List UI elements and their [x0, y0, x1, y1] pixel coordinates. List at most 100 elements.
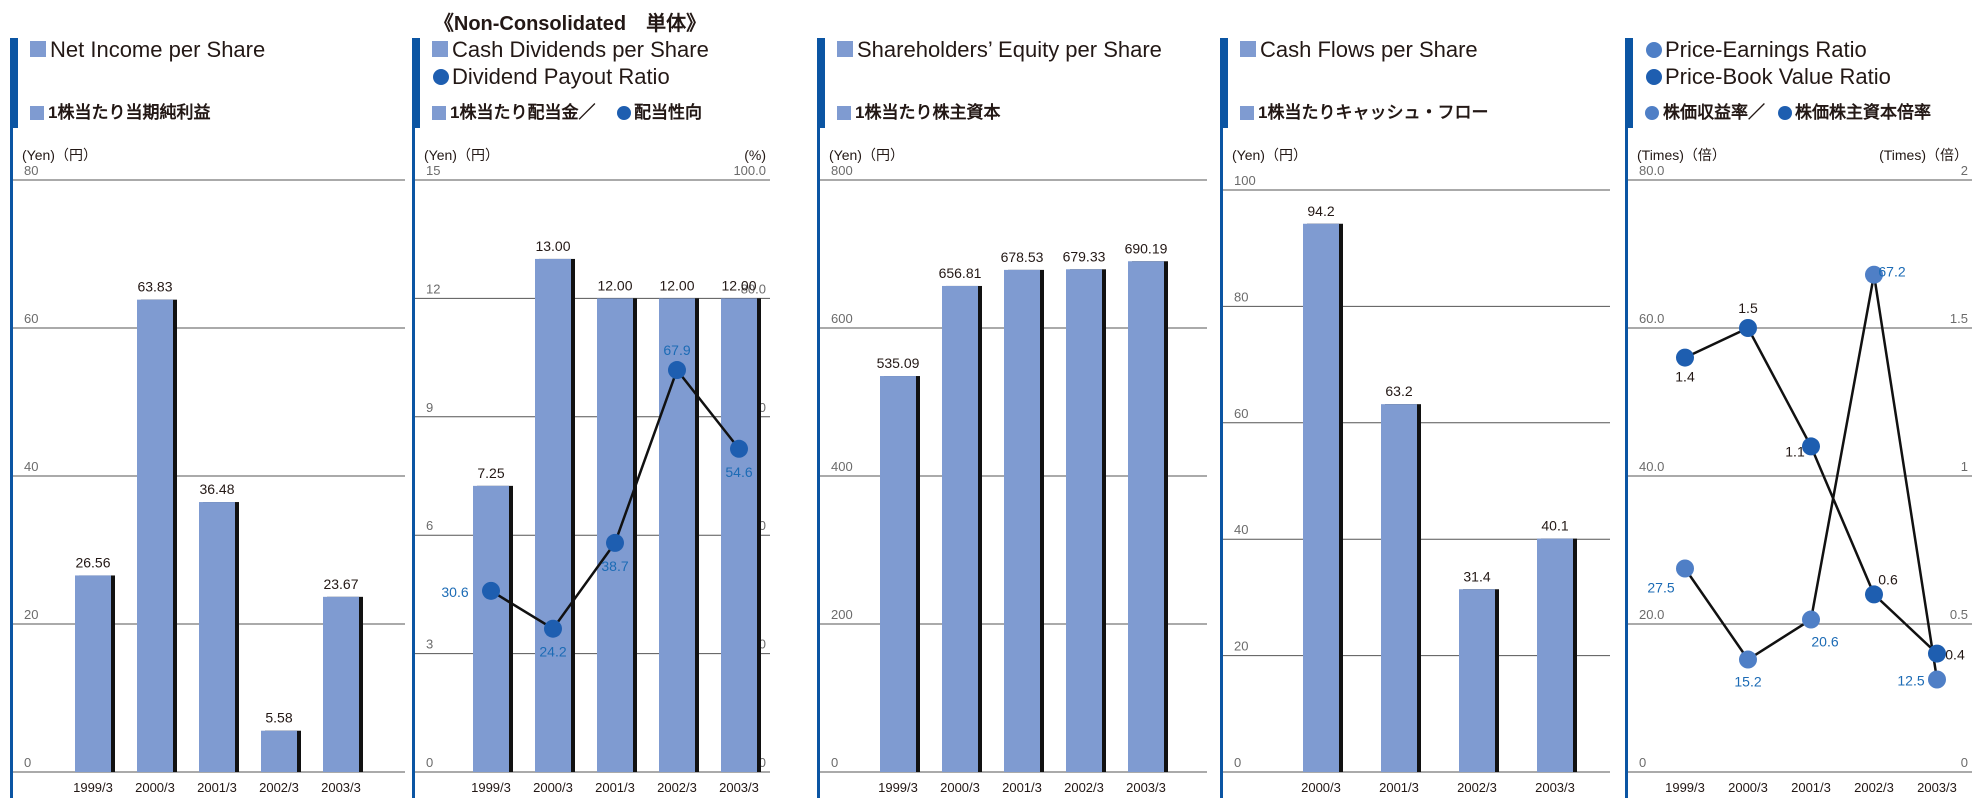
- x-tick-label: 2003/3: [719, 780, 759, 795]
- y-tick-label: 9: [426, 400, 433, 415]
- x-tick-label: 2001/3: [197, 780, 237, 795]
- pbr-point: [1928, 644, 1946, 663]
- y-tick-label: 40: [1234, 522, 1248, 537]
- y-tick-label: 6: [426, 518, 433, 533]
- subtitle-square-icon: [1240, 106, 1254, 120]
- chart-subtitle-2: 株価株主資本倍率: [1795, 102, 1931, 122]
- chart-panel-4: Cash Flows per Share 1株当たりキャッシュ・フロー (Yen)（…: [1220, 37, 1610, 798]
- y-tick-label: 80: [24, 163, 38, 178]
- title2-dot-icon: [1646, 69, 1662, 85]
- pbr-label: 0.4: [1945, 647, 1965, 663]
- payout-ratio-label: 38.7: [601, 558, 628, 574]
- subtitle-square-icon: [30, 106, 44, 120]
- x-tick-label: 2001/3: [1379, 780, 1419, 795]
- pbr-point: [1676, 348, 1694, 367]
- y2-tick-label: 0: [1961, 755, 1968, 770]
- bar-value-label: 31.4: [1463, 568, 1490, 584]
- x-tick-label: 2002/3: [1457, 780, 1497, 795]
- y-tick-label: 15: [426, 163, 440, 178]
- pbr-label: 0.6: [1878, 571, 1898, 587]
- x-tick-label: 2000/3: [135, 780, 175, 795]
- x-tick-label: 1999/3: [73, 780, 113, 795]
- non-consolidated-header: 《Non-Consolidated 単体》: [434, 11, 706, 35]
- title2-dot-icon: [433, 69, 449, 85]
- x-tick-label: 2003/3: [321, 780, 361, 795]
- y-tick-label: 40: [24, 459, 38, 474]
- bar: [75, 575, 111, 772]
- y-tick-label: 40.0: [1639, 459, 1664, 474]
- bar: [199, 502, 235, 772]
- bar-value-label: 63.83: [137, 279, 172, 295]
- title-accent-bar: [10, 38, 18, 128]
- title-dot-icon: [1646, 42, 1662, 58]
- y-tick-label: 80: [1234, 289, 1248, 304]
- bar: [1459, 589, 1495, 772]
- pbr-point: [1739, 319, 1757, 337]
- bar: [721, 298, 757, 772]
- bar-value-label: 7.25: [477, 465, 504, 481]
- x-tick-label: 2003/3: [1126, 780, 1166, 795]
- y2-axis-unit: (%): [744, 147, 766, 163]
- y-tick-label: 200: [831, 607, 853, 622]
- bar-value-label: 5.58: [265, 710, 292, 726]
- subtitle-dot-icon: [1645, 106, 1659, 120]
- payout-ratio-label: 24.2: [539, 644, 566, 660]
- y-axis-unit: (Yen)（円）: [22, 147, 97, 163]
- chart-title: Price-Earnings Ratio: [1665, 37, 1867, 62]
- bar-value-label: 63.2: [1385, 383, 1412, 399]
- chart-subtitle: 1株当たり配当金／: [450, 102, 595, 122]
- x-tick-label: 2002/3: [1854, 780, 1894, 795]
- y-tick-label: 0: [831, 755, 838, 770]
- bar: [942, 285, 978, 772]
- x-tick-label: 2002/3: [1064, 780, 1104, 795]
- title-square-icon: [1240, 41, 1256, 57]
- bar-value-label: 13.00: [535, 238, 570, 254]
- chart-title-2: Dividend Payout Ratio: [452, 64, 670, 89]
- axis-accent-line: [1625, 128, 1628, 798]
- chart-subtitle-2: 配当性向: [634, 102, 702, 122]
- bar: [535, 258, 571, 772]
- pbr-label: 1.1: [1785, 443, 1805, 459]
- pbr-label: 1.5: [1738, 300, 1758, 316]
- subtitle-part-1: 1株当たり株主資本: [855, 102, 1000, 122]
- per-label: 27.5: [1647, 580, 1674, 596]
- y2-tick-label: 100.0: [733, 163, 766, 178]
- bar-value-label: 26.56: [75, 554, 110, 570]
- chart-subtitle: 株価収益率／: [1663, 102, 1765, 122]
- payout-ratio-label: 30.6: [441, 584, 468, 600]
- y-tick-label: 20.0: [1639, 607, 1664, 622]
- chart-title-2: Price-Book Value Ratio: [1665, 64, 1891, 89]
- per-point: [1865, 265, 1883, 284]
- subtitle-square-icon: [837, 106, 851, 120]
- bar-value-label: 40.1: [1541, 518, 1568, 534]
- y-tick-label: 0: [1639, 755, 1646, 770]
- subtitle2-dot-icon: [617, 106, 631, 120]
- payout-ratio-label: 54.6: [725, 464, 752, 480]
- payout-ratio-point: [544, 619, 562, 638]
- x-tick-label: 2001/3: [1002, 780, 1042, 795]
- per-label: 15.2: [1734, 674, 1761, 690]
- x-tick-label: 1999/3: [471, 780, 511, 795]
- bar-value-label: 94.2: [1307, 203, 1334, 219]
- title-square-icon: [837, 41, 853, 57]
- pbr-label: 1.4: [1675, 369, 1695, 385]
- subtitle2-dot-icon: [1778, 106, 1792, 120]
- subtitle-part-1: 1株当たり配当金／: [450, 102, 595, 122]
- y-tick-label: 0: [24, 755, 31, 770]
- chart-title: Cash Flows per Share: [1260, 37, 1478, 62]
- bar-value-label: 678.53: [1001, 249, 1044, 265]
- x-tick-label: 2002/3: [657, 780, 697, 795]
- chart-title: Net Income per Share: [50, 37, 265, 62]
- y-tick-label: 600: [831, 311, 853, 326]
- x-tick-label: 2002/3: [259, 780, 299, 795]
- chart-panel-3: Shareholders’ Equity per Share 1株当たり株主資本 (…: [817, 37, 1207, 798]
- bar: [1128, 261, 1164, 772]
- per-point: [1928, 670, 1946, 689]
- x-tick-label: 2000/3: [533, 780, 573, 795]
- y-tick-label: 800: [831, 163, 853, 178]
- y-tick-label: 60: [1234, 406, 1248, 421]
- payout-ratio-label: 67.9: [663, 342, 690, 358]
- pbr-line: [1684, 326, 1938, 655]
- bar: [880, 376, 916, 772]
